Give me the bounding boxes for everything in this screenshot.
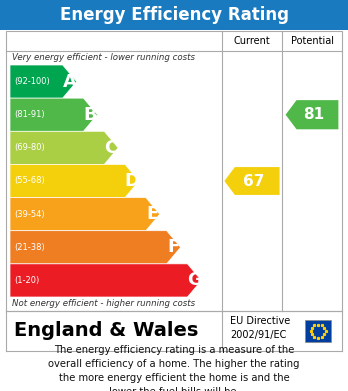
- Text: Current: Current: [234, 36, 270, 46]
- Text: EU Directive
2002/91/EC: EU Directive 2002/91/EC: [230, 316, 290, 340]
- Text: E: E: [147, 205, 159, 223]
- Text: England & Wales: England & Wales: [14, 321, 198, 341]
- Text: (55-68): (55-68): [14, 176, 45, 185]
- Polygon shape: [286, 100, 338, 129]
- Text: The energy efficiency rating is a measure of the
overall efficiency of a home. T: The energy efficiency rating is a measur…: [48, 345, 300, 391]
- Polygon shape: [10, 131, 118, 165]
- Text: (21-38): (21-38): [14, 243, 45, 252]
- Bar: [305, 320, 331, 342]
- Text: Not energy efficient - higher running costs: Not energy efficient - higher running co…: [12, 300, 195, 308]
- Text: G: G: [187, 271, 202, 289]
- Polygon shape: [10, 65, 77, 98]
- Text: A: A: [63, 73, 77, 91]
- Polygon shape: [10, 264, 201, 297]
- Text: F: F: [167, 238, 180, 256]
- Text: C: C: [105, 139, 118, 157]
- Text: 67: 67: [243, 174, 265, 188]
- Text: D: D: [125, 172, 140, 190]
- Text: (92-100): (92-100): [14, 77, 50, 86]
- Text: 81: 81: [303, 107, 325, 122]
- Polygon shape: [10, 231, 181, 264]
- Text: (81-91): (81-91): [14, 110, 45, 119]
- Bar: [6, 31, 342, 311]
- Text: Energy Efficiency Rating: Energy Efficiency Rating: [60, 6, 288, 24]
- Polygon shape: [10, 197, 160, 231]
- Text: Potential: Potential: [291, 36, 333, 46]
- Text: B: B: [84, 106, 97, 124]
- Text: (39-54): (39-54): [14, 210, 45, 219]
- Text: Very energy efficient - lower running costs: Very energy efficient - lower running co…: [12, 54, 195, 63]
- Polygon shape: [10, 98, 97, 131]
- Text: (69-80): (69-80): [14, 143, 45, 152]
- Bar: [0, 0, 348, 30]
- Text: (1-20): (1-20): [14, 276, 39, 285]
- Polygon shape: [224, 167, 279, 195]
- Polygon shape: [10, 165, 139, 197]
